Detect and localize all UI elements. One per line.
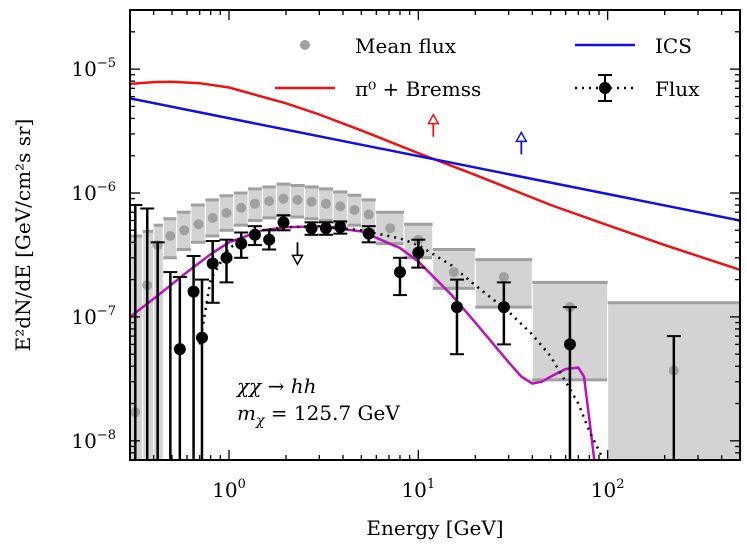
y-axis-label: E²dN/dE [GeV/cm²s sr] [11, 119, 35, 352]
mean-flux-point-15 [335, 201, 346, 212]
mean-flux-point-4 [179, 225, 190, 236]
upper-limit-arrow-0 [291, 242, 304, 266]
flux-point-9 [235, 237, 248, 250]
lower-bound-arrow-1-head [515, 130, 528, 143]
flux-point-19 [450, 301, 463, 314]
axis-ticks: 100 101 102 10−8 10−7 10−6 10−5 [71, 10, 741, 502]
mean-flux-point-21 [498, 271, 509, 282]
lower-bound-arrow-0-head [427, 113, 440, 125]
flux-point-14 [319, 222, 332, 235]
flux-point-5 [187, 285, 200, 298]
plot-frame [129, 9, 741, 461]
flux-point-20 [497, 301, 510, 314]
mean-flux-point-13 [306, 196, 317, 207]
mean-flux-point-12 [292, 194, 303, 205]
y-tick-label-3: 10−5 [71, 56, 116, 81]
mean-flux-point-10 [264, 196, 275, 207]
lower-bound-arrow-0 [427, 113, 440, 137]
mean-flux-point-20 [448, 267, 459, 278]
flux-point-16 [362, 227, 375, 240]
mean-flux-point-6 [207, 212, 218, 223]
mean-flux-point-17 [363, 209, 374, 220]
mean-flux-point-8 [236, 202, 247, 213]
flux-point-12 [277, 216, 290, 229]
annotation: χχ → hh mχ = 125.7 GeV [235, 374, 400, 429]
annotation-mass-symbol: m [237, 401, 256, 425]
ics-curve [130, 97, 740, 222]
mean-flux-bands [130, 182, 740, 460]
flux-point-17 [393, 266, 406, 279]
mean-flux-point-14 [320, 198, 331, 209]
annotation-mass-value: = 125.7 GeV [264, 401, 400, 425]
flux-point-4 [173, 343, 186, 356]
flux-point-10 [248, 228, 261, 241]
y-tick-label-0: 10−8 [71, 428, 116, 453]
mean-flux-point-9 [249, 198, 260, 209]
legend-mean-flux-marker [300, 40, 310, 50]
x-tick-label-2: 102 [591, 477, 625, 502]
arrows [291, 113, 528, 266]
flux-point-18 [412, 246, 425, 259]
flux-point-6 [195, 331, 208, 344]
mean-flux-point-11 [278, 193, 289, 204]
annotation-mass: mχ = 125.7 GeV [237, 401, 400, 429]
flux-point-11 [263, 233, 276, 246]
legend: Mean flux π⁰ + Bremss ICS Flux [275, 34, 700, 102]
flux-point-21 [563, 338, 576, 351]
flux-point-8 [220, 251, 233, 264]
legend-flux-marker [599, 82, 611, 94]
flux-series [130, 204, 681, 460]
mean-flux-point-5 [193, 219, 204, 230]
flux-point-15 [334, 221, 347, 234]
legend-flux-label: Flux [655, 77, 700, 101]
x-tick-label-1: 101 [401, 477, 435, 502]
flux-point-13 [305, 222, 318, 235]
y-tick-label-2: 10−6 [71, 180, 116, 205]
legend-ics-label: ICS [655, 34, 692, 58]
mean-flux-point-18 [385, 223, 396, 234]
pi0-bremss-curve [130, 80, 740, 271]
upper-limit-arrow-0-head [291, 254, 304, 266]
annotation-process: χχ → hh [235, 374, 316, 398]
flux-point-7 [206, 257, 219, 270]
x-axis-label: Energy [GeV] [366, 516, 503, 540]
x-tick-label-0: 100 [212, 477, 246, 502]
y-tick-label-1: 10−7 [71, 304, 116, 329]
annotation-mass-sub: χ [255, 413, 266, 429]
plot-area [130, 80, 740, 460]
legend-mean-flux-label: Mean flux [355, 34, 457, 58]
mean-flux-point-16 [349, 204, 360, 215]
legend-pi0-label: π⁰ + Bremss [355, 77, 481, 101]
mean-flux-point-3 [165, 230, 176, 241]
lower-bound-arrow-1 [515, 130, 528, 155]
mean-flux-point-7 [221, 207, 232, 218]
